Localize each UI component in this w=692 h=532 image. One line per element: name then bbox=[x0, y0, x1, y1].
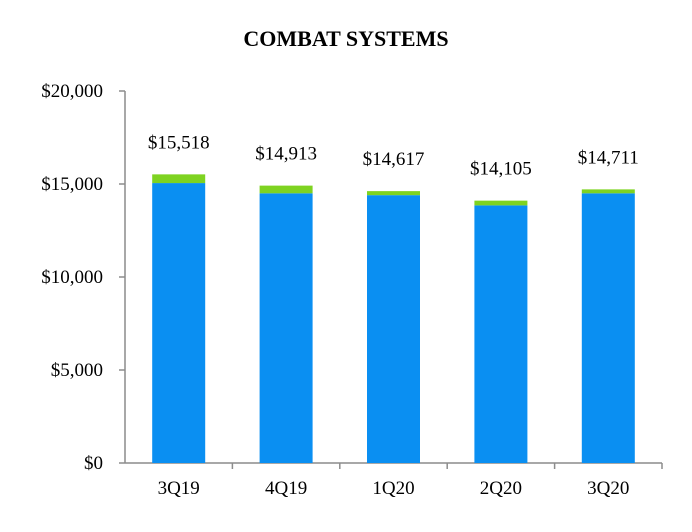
data-labels: $15,518 $14,913 $14,617 $14,105 $14,711 bbox=[148, 132, 639, 179]
x-tick-label: 4Q19 bbox=[265, 478, 307, 499]
y-tick-label: $15,000 bbox=[41, 174, 103, 195]
y-tick-label: $0 bbox=[84, 453, 103, 474]
bars bbox=[152, 174, 635, 464]
x-tick-label: 3Q20 bbox=[587, 478, 629, 499]
total-label: $14,617 bbox=[363, 149, 425, 170]
x-axis: 3Q19 4Q19 1Q20 2Q20 3Q20 bbox=[125, 462, 663, 499]
x-tick-label: 3Q19 bbox=[158, 478, 200, 499]
bar-segment-base bbox=[367, 195, 420, 463]
chart-title: COMBAT SYSTEMS bbox=[243, 26, 449, 51]
bar-segment-top bbox=[152, 174, 206, 184]
total-label: $14,105 bbox=[470, 159, 532, 180]
y-axis: $0 $5,000 $10,000 $15,000 $20,000 bbox=[41, 81, 126, 474]
y-tick-label: $5,000 bbox=[51, 360, 103, 381]
total-label: $14,711 bbox=[578, 147, 639, 168]
total-label: $15,518 bbox=[148, 132, 210, 153]
bar-segment-base bbox=[474, 205, 528, 463]
x-tick-label: 2Q20 bbox=[480, 478, 522, 499]
bar-segment-base bbox=[259, 193, 313, 464]
total-label: $14,913 bbox=[255, 144, 317, 165]
bar-segment-top bbox=[581, 189, 635, 194]
y-tick-label: $10,000 bbox=[41, 267, 103, 288]
bar-segment-base bbox=[581, 193, 635, 464]
bar-segment-top bbox=[474, 200, 528, 206]
bar-segment-base bbox=[152, 183, 206, 463]
y-tick-label: $20,000 bbox=[41, 81, 103, 102]
x-tick-label: 1Q20 bbox=[372, 478, 414, 499]
bar-segment-top bbox=[367, 191, 420, 196]
bar-segment-top bbox=[259, 185, 313, 194]
